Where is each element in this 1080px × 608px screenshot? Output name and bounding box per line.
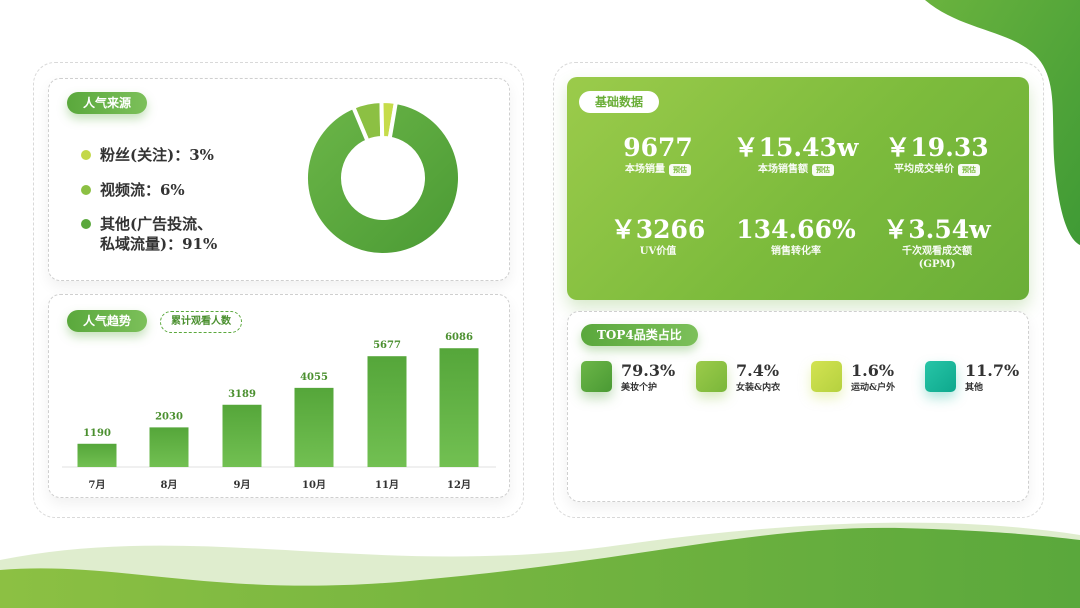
metric-label: UV价值: [639, 246, 677, 257]
metric-avg-price: ￥19.33 平均成交单价 预估: [857, 133, 1017, 176]
bar-11月: [367, 356, 407, 467]
bar-value-label: 2030: [155, 411, 183, 422]
estimate-tag: 预估: [812, 163, 834, 176]
x-tick-label: 7月: [89, 479, 106, 491]
metric-value: ￥19.33: [885, 133, 989, 162]
bar-9月: [222, 404, 262, 467]
legend-dot: [81, 185, 91, 195]
category-percent: 79.3%: [621, 361, 676, 380]
metric-value: 9677: [623, 133, 693, 162]
bar-value-label: 3189: [228, 389, 256, 400]
category-swatch: [581, 361, 612, 392]
legend-item-other: 其他(广告投流、 私域流量)：91%: [81, 214, 217, 254]
legend-item-fans: 粉丝(关注)：3%: [81, 145, 214, 165]
category-percent: 1.6%: [851, 361, 895, 380]
basic-data-card: [567, 77, 1029, 300]
category-name: 女装&内衣: [736, 383, 781, 393]
metric-label-text: 本场销售额: [758, 164, 808, 175]
category-other: 11.7% 其他: [925, 361, 1019, 395]
bar-12月: [439, 348, 479, 467]
metric-label: 本场销售额 预估: [716, 163, 876, 176]
bar-chart: 1190 7月 2030 8月 3189 9月 4055 10月 5677 11月 6086 12月: [62, 332, 496, 491]
metric-value: ￥3.54w: [883, 215, 991, 244]
category-women-clothing: 7.4% 女装&内衣: [696, 361, 780, 395]
legend-label: 粉丝(关注)：3%: [100, 146, 214, 164]
metric-value: 134.66%: [736, 215, 856, 244]
top-right-wave: [925, 0, 1080, 245]
legend-label: 视频流：6%: [100, 181, 185, 199]
trend-title: 人气趋势: [67, 310, 148, 332]
bar-7月: [77, 443, 117, 467]
metric-label: 千次观看成交额 (GPM): [902, 246, 972, 270]
bar-value-label: 4055: [300, 372, 328, 383]
metric-label-text: 本场销量: [625, 164, 665, 175]
category-swatch: [811, 361, 842, 392]
donut-chart: [304, 98, 462, 257]
metric-label-text: 平均成交单价: [894, 164, 954, 175]
metric-uv-value: ￥3266 UV价值: [578, 215, 738, 258]
trend-tag: 累计观看人数: [160, 311, 242, 333]
category-name: 运动&户外: [851, 383, 896, 393]
legend-item-video: 视频流：6%: [81, 180, 185, 200]
metric-sales-volume: 9677 本场销量 预估: [578, 133, 738, 176]
bar-value-label: 6086: [445, 332, 473, 343]
bottom-wave: [0, 527, 1080, 608]
bar-value-label: 5677: [373, 340, 401, 351]
legend-dot: [81, 150, 91, 160]
metric-gpm: ￥3.54w 千次观看成交额 (GPM): [857, 215, 1017, 271]
category-swatch: [925, 361, 956, 392]
donut-slice-3: [304, 99, 462, 257]
metric-sales-amount: ￥15.43w 本场销售额 预估: [716, 133, 876, 176]
top4-title: TOP4品类占比: [581, 324, 698, 346]
category-name: 美妆个护: [621, 383, 658, 393]
category-name: 其他: [965, 383, 984, 393]
basic-data-title: 基础数据: [579, 91, 660, 113]
category-swatch: [696, 361, 727, 392]
bar-10月: [294, 387, 334, 467]
estimate-tag: 预估: [958, 163, 980, 176]
metric-label: 销售转化率: [771, 246, 821, 257]
x-tick-label: 9月: [234, 479, 251, 491]
legend-label: 其他(广告投流、 私域流量)：91%: [100, 215, 218, 253]
x-tick-label: 10月: [302, 479, 326, 491]
x-tick-label: 12月: [447, 479, 471, 491]
metric-conversion-rate: 134.66% 销售转化率: [716, 215, 876, 258]
x-tick-label: 8月: [161, 479, 178, 491]
metric-value: ￥3266: [610, 215, 706, 244]
estimate-tag: 预估: [669, 163, 691, 176]
x-tick-label: 11月: [375, 479, 399, 491]
metric-label: 平均成交单价 预估: [857, 163, 1017, 176]
category-beauty: 79.3% 美妆个护: [581, 361, 675, 395]
category-sports: 1.6% 运动&户外: [811, 361, 895, 395]
category-percent: 11.7%: [965, 361, 1020, 380]
metric-label: 本场销量 预估: [578, 163, 738, 176]
legend-dot: [81, 219, 91, 229]
metric-value: ￥15.43w: [733, 133, 859, 162]
bar-value-label: 1190: [83, 428, 111, 439]
bar-8月: [149, 427, 189, 467]
category-percent: 7.4%: [736, 361, 780, 380]
source-title: 人气来源: [67, 92, 148, 114]
